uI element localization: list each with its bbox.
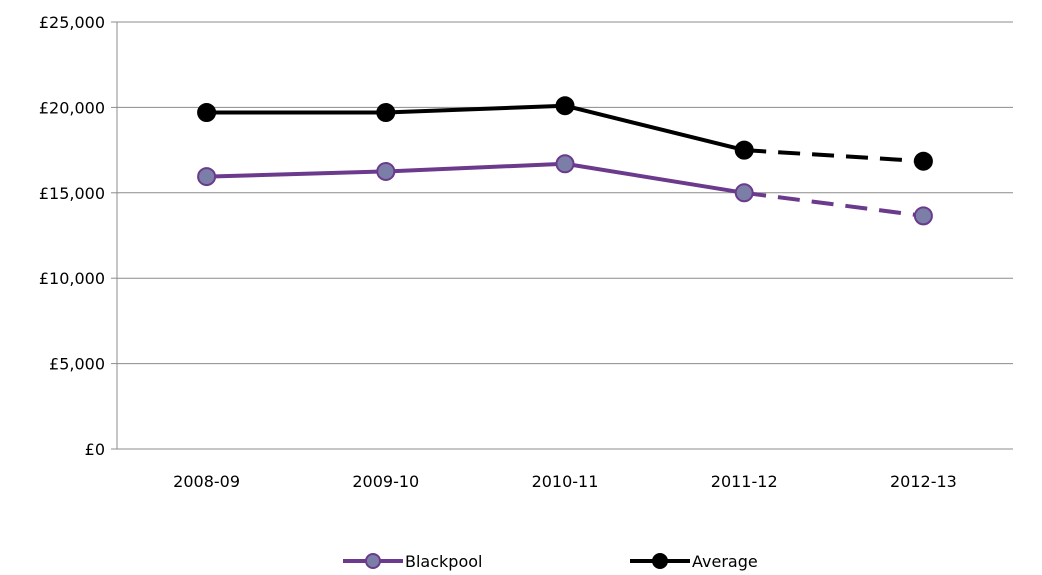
y-tick-label: £0 [85,440,105,459]
legend-label: Average [692,552,758,571]
legend-item: Blackpool [343,552,482,571]
series-line-dashed [744,148,924,164]
y-axis-ticks: £0 £5,000 £10,000 £15,000 £20,000 £25,000 [39,13,105,459]
series-average [197,96,933,171]
data-point [913,206,933,226]
x-tick-label: 2009-10 [352,472,419,491]
data-point [913,151,933,171]
y-tick-label: £5,000 [49,355,105,374]
x-tick-label: 2008-09 [173,472,240,491]
data-point [734,183,754,203]
x-tick-label: 2011-12 [711,472,778,491]
data-point [376,103,396,123]
series-line-solid [206,161,745,195]
legend-swatch-marker [365,553,381,569]
y-tick-label: £10,000 [39,269,105,288]
legend-label: Blackpool [405,552,482,571]
data-point [376,161,396,181]
data-point [555,96,575,116]
series-layer [197,96,933,226]
y-tick-label: £15,000 [39,184,105,203]
data-point [555,154,575,174]
y-tick-label: £20,000 [39,98,105,117]
x-tick-label: 2012-13 [890,472,957,491]
series-blackpool [197,154,933,226]
x-tick-label: 2010-11 [532,472,599,491]
series-line-solid [206,103,745,153]
legend: Blackpool Average [343,552,758,571]
legend-swatch-marker [652,553,668,569]
data-point [734,140,754,160]
legend-item: Average [630,552,758,571]
data-point [197,167,217,187]
data-point [197,103,217,123]
y-tick-label: £25,000 [39,13,105,32]
series-line-dashed [743,190,924,218]
grid-lines [111,21,1013,450]
x-axis-ticks: 2008-09 2009-10 2010-11 2011-12 2012-13 [173,472,957,491]
